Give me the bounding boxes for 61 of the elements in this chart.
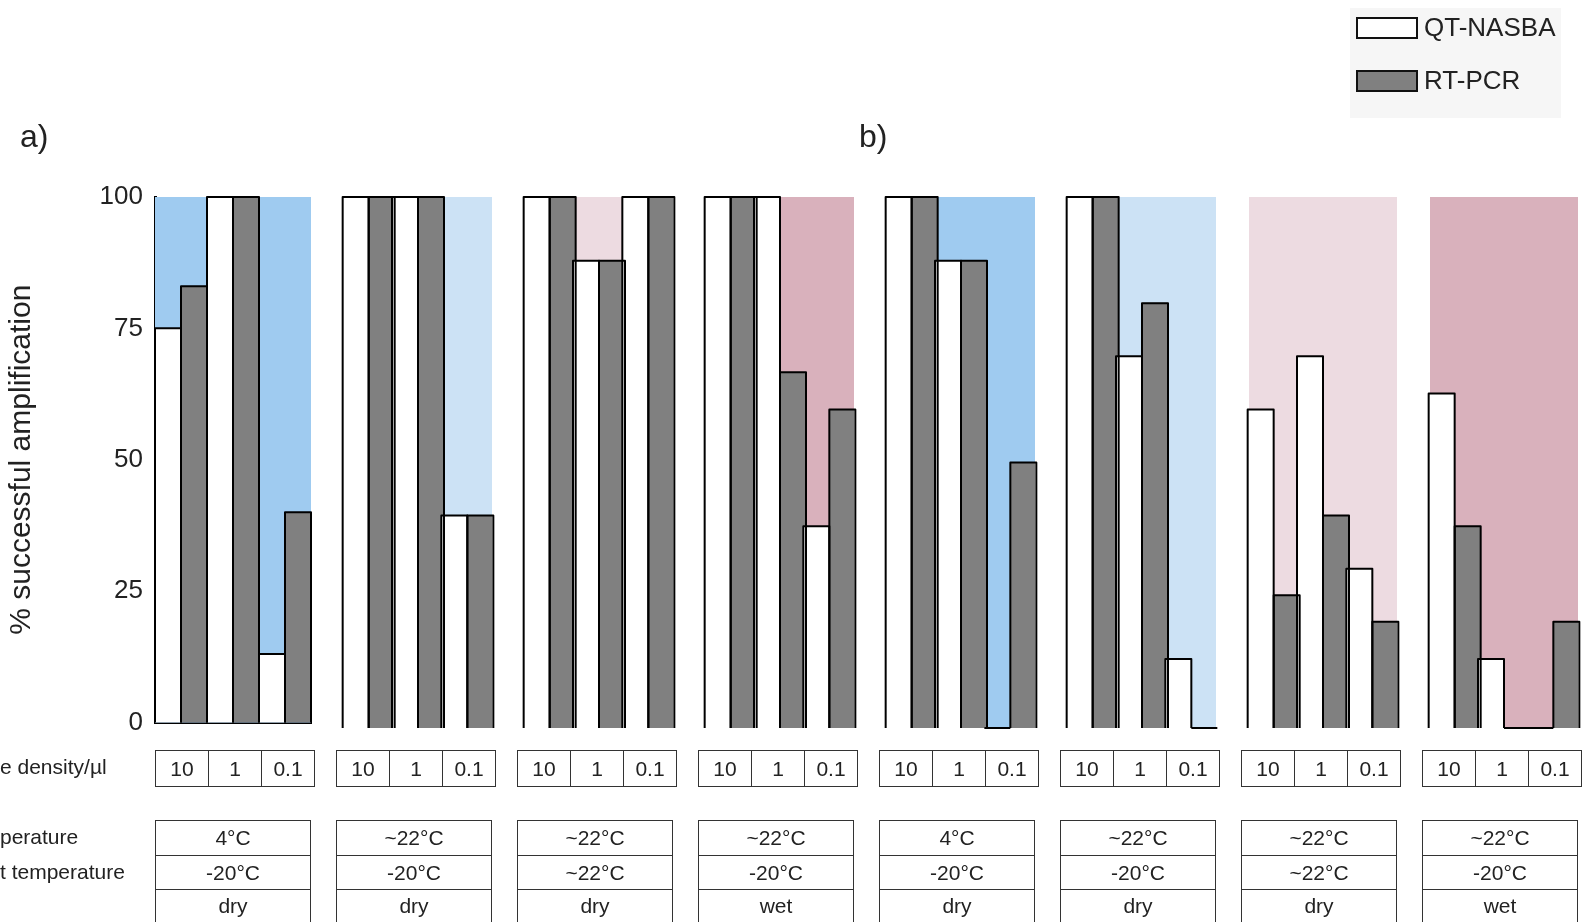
x-tick-label: 1 [1475,750,1529,787]
x-tick-label: 1 [208,750,262,787]
y-axis-title: % successful amplification [3,284,37,635]
x-tick-label: 1 [1113,750,1167,787]
legend-label: RT-PCR [1424,65,1521,96]
text: -20°C [1422,855,1578,890]
y-tick-label: 0 [128,705,143,736]
x-tick-label: 10 [1241,750,1295,787]
x-tick-label: 1 [570,750,624,787]
x-tick-label: 0.1 [804,750,858,787]
y-tick-label: 100 [99,180,143,211]
text: -20°C [155,855,311,890]
text: 4°C [155,820,311,856]
x-tick-label: 10 [336,750,390,787]
text: ~22°C [1241,855,1397,890]
x-tick-label: 0.1 [442,750,496,787]
x-tick-label: 0.1 [1166,750,1220,787]
x-tick-label: 0.1 [1347,750,1401,787]
x-tick-label: 10 [1060,750,1114,787]
chart-title: b) [859,118,888,155]
text: wet [1422,889,1578,922]
text: ~22°C [336,820,492,856]
text: -20°C [698,855,854,890]
text: ~22°C [1060,820,1216,856]
text: t temperature [0,860,125,884]
x-tick-label: 10 [879,750,933,787]
y-tick-label: 75 [114,311,143,342]
text: dry [879,889,1035,922]
x-tick-label: 10 [698,750,752,787]
text: ~22°C [1422,820,1578,856]
chart-title: a) [20,118,49,155]
x-tick-label: 1 [751,750,805,787]
x-tick-label: 10 [517,750,571,787]
text: ~22°C [517,855,673,890]
text: dry [1060,889,1216,922]
text: ~22°C [517,820,673,856]
text: -20°C [1060,855,1216,890]
y-tick-label: 50 [114,442,143,473]
text: dry [517,889,673,922]
text: -20°C [879,855,1035,890]
x-tick-label: 10 [155,750,209,787]
x-tick-label: 1 [932,750,986,787]
text: e density/µl [0,755,107,779]
y-tick-label: 25 [114,574,143,605]
text: perature [0,825,79,849]
text: wet [698,889,854,922]
x-tick-label: 1 [389,750,443,787]
text: 4°C [879,820,1035,856]
text: dry [336,889,492,922]
x-tick-label: 0.1 [623,750,677,787]
x-tick-label: 1 [1294,750,1348,787]
x-tick-label: 0.1 [261,750,315,787]
text: ~22°C [1241,820,1397,856]
legend-label: QT-NASBA [1424,12,1556,43]
x-tick-label: 10 [1422,750,1476,787]
text: dry [155,889,311,922]
x-tick-label: 0.1 [985,750,1039,787]
text: dry [1241,889,1397,922]
text: ~22°C [698,820,854,856]
text: -20°C [336,855,492,890]
x-tick-label: 0.1 [1528,750,1582,787]
